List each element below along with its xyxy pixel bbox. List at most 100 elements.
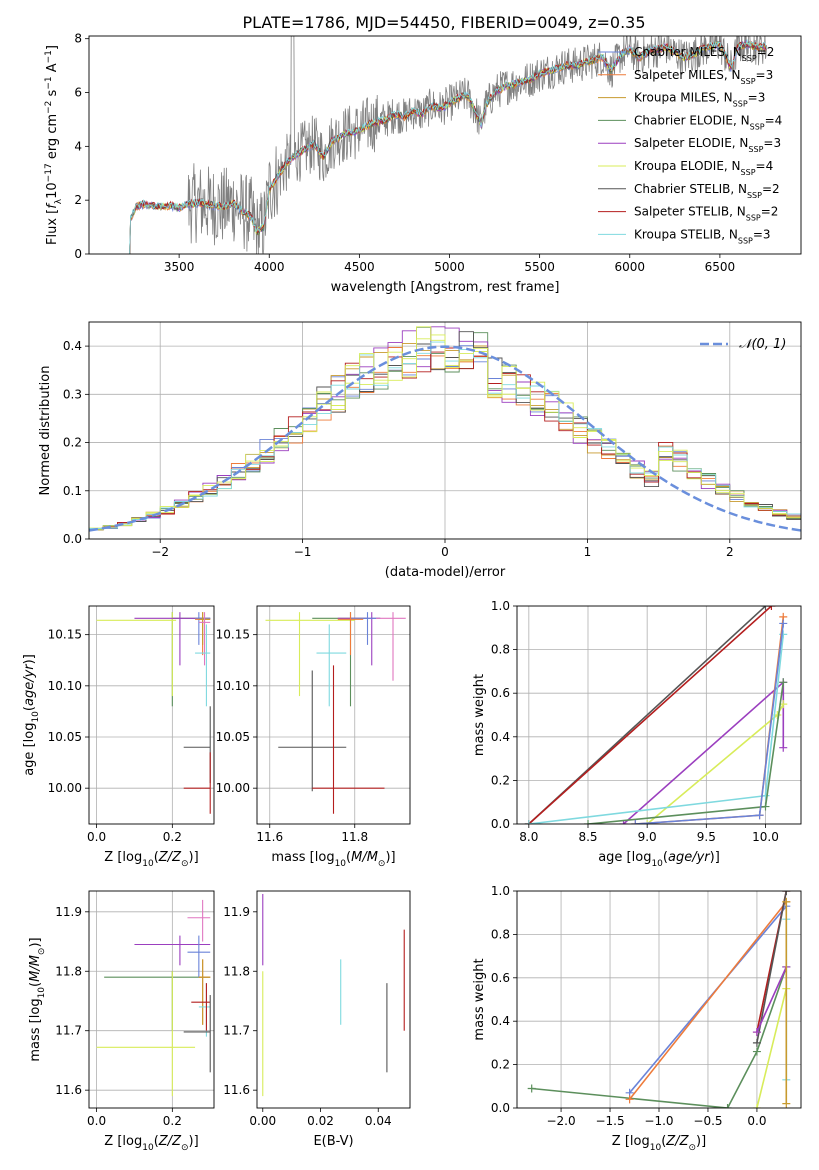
x-axis-label: mass [log10(M/M⊙)]	[271, 850, 395, 869]
weight-marker	[767, 606, 776, 610]
legend-label: Chabrier STELIB, NSSP=2	[634, 182, 780, 200]
x-tick-label: 9.0	[638, 830, 657, 844]
x-tick-label: 2	[726, 545, 734, 559]
weight-marker	[643, 820, 652, 824]
panel-mass_weight_vs_age	[513, 605, 802, 828]
y-tick-label: 0.6	[491, 971, 510, 985]
weight-marker	[779, 743, 788, 752]
plot-area	[89, 322, 801, 539]
x-axis-label: age [log10(age/yr)]	[598, 850, 720, 869]
x-tick-label: 0.04	[365, 1114, 392, 1128]
axes-frame	[88, 321, 802, 540]
x-tick-label: 0.02	[307, 1114, 334, 1128]
axes-frame	[256, 605, 411, 825]
y-tick-label: 0.1	[63, 484, 82, 498]
weight-marker	[761, 791, 770, 800]
weight-marker	[625, 1095, 634, 1104]
x-tick-label: 5500	[524, 260, 555, 274]
y-tick-label: 0.2	[63, 436, 82, 450]
weight-marker	[723, 1104, 732, 1108]
y-tick-label: 0.4	[491, 730, 510, 744]
y-tick-label: 11.6	[223, 1083, 250, 1097]
panel-spectrum	[85, 35, 802, 258]
x-axis-label: Z [log10(Z/Z⊙)]	[104, 850, 198, 869]
x-tick-label: 0.2	[163, 1114, 182, 1128]
x-tick-label: 9.5	[697, 830, 716, 844]
weight-line	[756, 966, 788, 1033]
y-tick-label: 0.2	[491, 773, 510, 787]
x-tick-label: 11.6	[256, 830, 283, 844]
observed-spectrum-line	[129, 36, 767, 254]
y-tick-label: 11.9	[223, 905, 250, 919]
x-tick-label: 1	[584, 545, 592, 559]
weight-marker	[755, 811, 764, 820]
weight-marker	[782, 891, 791, 895]
x-tick-label: −1	[294, 545, 312, 559]
legend-label: Kroupa MILES, NSSP=3	[634, 91, 765, 109]
y-axis-label: mass weight	[472, 958, 487, 1040]
weight-marker	[752, 1038, 761, 1047]
x-axis-label: Z [log10(Z/Z⊙)]	[612, 1134, 706, 1153]
y-axis-label: mass weight	[472, 674, 487, 756]
panel-mass_weight_vs_Z	[513, 890, 802, 1112]
figure-title: PLATE=1786, MJD=54450, FIBERID=0049, z=0…	[242, 13, 645, 32]
y-tick-label: 0.0	[63, 532, 82, 546]
axes-frame	[516, 605, 802, 825]
weight-marker	[631, 820, 640, 824]
y-tick-label: 0.8	[491, 927, 510, 941]
x-tick-label: 0	[441, 545, 449, 559]
weight-marker	[584, 820, 592, 824]
y-tick-label: 11.6	[55, 1083, 82, 1097]
panel-age_vs_mass	[253, 605, 411, 828]
weight-line	[587, 682, 785, 824]
weight-marker	[782, 897, 791, 906]
panel-age_vs_Z	[85, 605, 215, 828]
x-tick-label: 11.8	[341, 830, 368, 844]
y-tick-label: 11.8	[223, 964, 250, 978]
weight-marker	[761, 606, 770, 610]
x-tick-label: 6500	[705, 260, 736, 274]
y-tick-label: 10.00	[216, 781, 250, 795]
y-tick-label: 0.0	[491, 817, 510, 831]
y-tick-label: 11.8	[55, 964, 82, 978]
x-tick-label: 3500	[164, 260, 195, 274]
y-tick-label: 10.10	[48, 679, 82, 693]
weight-marker	[619, 820, 628, 824]
legend-label: Kroupa ELODIE, NSSP=4	[634, 159, 773, 177]
y-tick-label: 0.8	[491, 643, 510, 657]
x-axis-label: E(B-V)	[313, 1134, 353, 1149]
y-tick-label: 11.7	[55, 1024, 82, 1038]
x-tick-label: 0.0	[87, 830, 106, 844]
weight-line	[756, 891, 788, 1044]
x-tick-label: 8.0	[519, 830, 538, 844]
x-tick-label: −0.5	[693, 1114, 722, 1128]
weight-marker	[779, 678, 788, 687]
plot-area	[129, 36, 767, 254]
y-axis-label: mass [log10(M/M⊙)]	[28, 937, 47, 1061]
weight-line	[528, 606, 772, 824]
plot-area	[517, 606, 801, 824]
y-tick-label: 11.7	[223, 1024, 250, 1038]
axes-frame	[88, 605, 215, 825]
weight-marker	[782, 1099, 791, 1108]
x-axis-label: Z [log10(Z/Z⊙)]	[104, 1134, 198, 1153]
y-tick-label: 0.3	[63, 387, 82, 401]
legend-label: Salpeter ELODIE, NSSP=3	[634, 136, 781, 154]
weight-marker	[524, 820, 533, 824]
legend-label: Kroupa STELIB, NSSP=3	[634, 227, 771, 245]
y-tick-label: 0.2	[491, 1058, 510, 1072]
y-tick-label: 8	[74, 32, 82, 46]
legend-label: Chabrier MILES, NSSP=2	[634, 45, 774, 63]
y-axis-label: Normed distribution	[38, 366, 53, 496]
x-tick-label: 6000	[614, 260, 645, 274]
x-tick-label: −2	[151, 545, 169, 559]
y-tick-label: 10.05	[48, 730, 82, 744]
y-tick-label: 0.6	[491, 686, 510, 700]
y-tick-label: 4	[74, 139, 82, 153]
weight-line	[756, 988, 788, 1108]
weight-marker	[527, 1084, 536, 1093]
gaussian-curve	[89, 345, 801, 532]
y-tick-label: 10.10	[216, 679, 250, 693]
x-tick-label: −1.5	[595, 1114, 624, 1128]
